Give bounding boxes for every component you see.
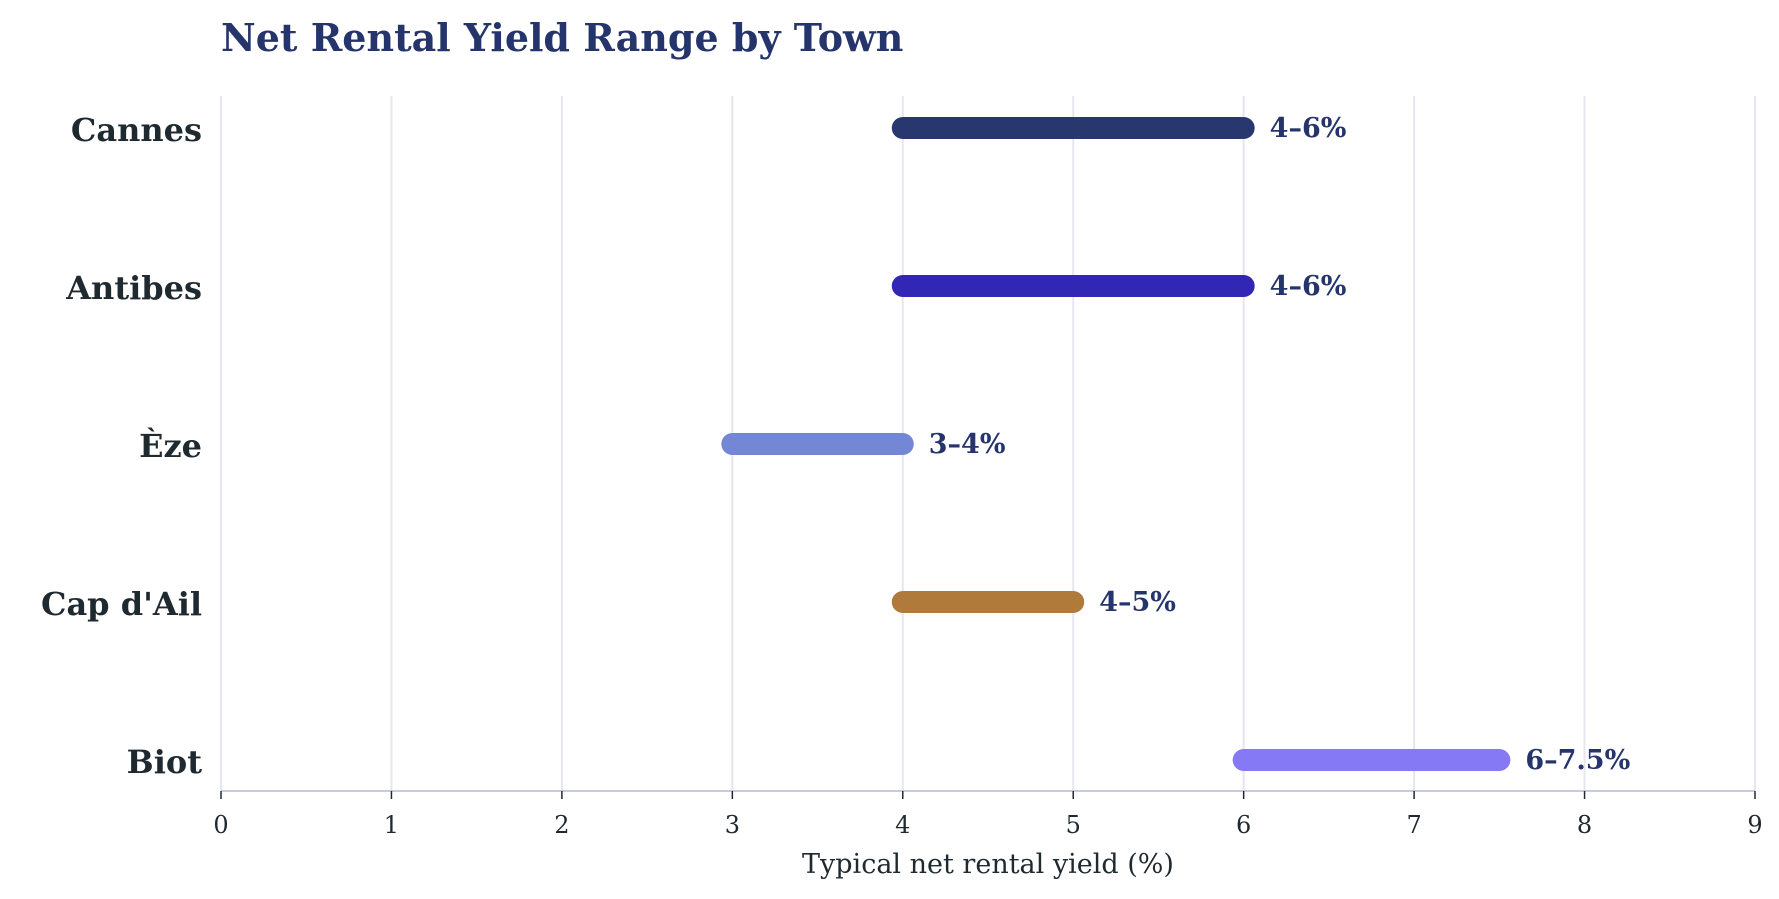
category-label: Cannes <box>71 111 202 149</box>
x-tick-label: 2 <box>554 811 569 839</box>
category-label: Biot <box>127 743 203 781</box>
category-labels: Cannes Antibes Èze Cap d'Ail Biot <box>41 111 202 781</box>
x-tick-label: 7 <box>1406 811 1421 839</box>
range-value-label: 4–6% <box>1270 113 1347 144</box>
category-label: Cap d'Ail <box>41 585 202 623</box>
range-bars <box>721 117 1511 771</box>
data-labels: 4–6% 4–6% 3–4% 4–5% 6–7.5% <box>929 113 1630 776</box>
x-tick-label: 6 <box>1236 811 1251 839</box>
range-value-label: 3–4% <box>929 429 1006 460</box>
x-axis-ticks: 0 1 2 3 4 5 6 7 8 9 <box>213 791 1763 839</box>
x-tick-label: 8 <box>1577 811 1592 839</box>
x-tick-label: 3 <box>725 811 740 839</box>
range-value-label: 4–5% <box>1099 587 1176 618</box>
range-value-label: 6–7.5% <box>1525 745 1630 776</box>
range-value-label: 4–6% <box>1270 271 1347 302</box>
category-label: Èze <box>139 427 202 465</box>
x-tick-label: 5 <box>1066 811 1081 839</box>
category-label: Antibes <box>65 269 202 307</box>
x-axis-label: Typical net rental yield (%) <box>802 849 1174 880</box>
x-tick-label: 0 <box>213 811 228 839</box>
x-tick-label: 1 <box>384 811 399 839</box>
chart-title: Net Rental Yield Range by Town <box>221 15 903 60</box>
x-tick-label: 4 <box>895 811 910 839</box>
x-tick-label: 9 <box>1747 811 1762 839</box>
